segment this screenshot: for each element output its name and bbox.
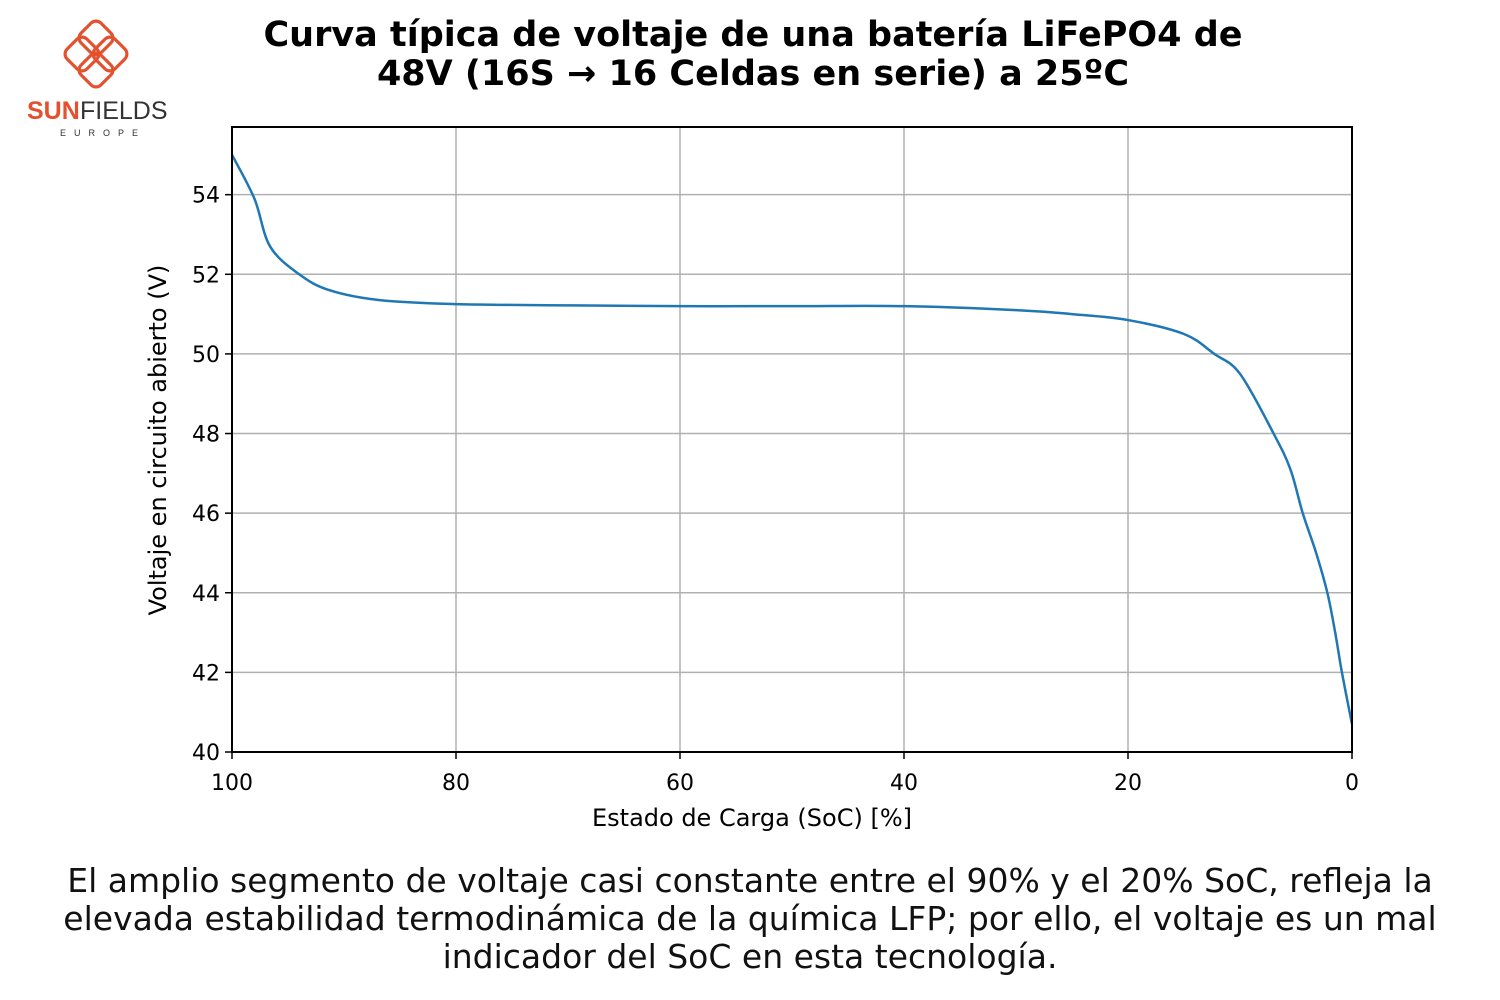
y-tick-label: 44 <box>192 582 220 607</box>
y-tick-label: 50 <box>192 343 220 368</box>
chart-title-line1: Curva típica de voltaje de una batería L… <box>263 15 1243 55</box>
x-tick-label: 60 <box>666 771 694 796</box>
sunfields-logo: SUN FIELDS EUROPE <box>22 18 192 143</box>
svg-text:EUROPE: EUROPE <box>60 128 146 138</box>
y-tick-label: 48 <box>192 423 220 448</box>
x-tick-label: 20 <box>1114 771 1142 796</box>
x-tick-label: 40 <box>890 771 918 796</box>
chart-title: Curva típica de voltaje de una batería L… <box>230 16 1276 94</box>
chart-caption: El amplio segmento de voltaje casi const… <box>63 861 1437 976</box>
y-tick-label: 42 <box>192 661 220 686</box>
x-axis-label: Estado de Carga (SoC) [%] <box>592 804 912 832</box>
x-tick-label: 100 <box>211 771 253 796</box>
chart-title-line2: 48V (16S → 16 Celdas en serie) a 25ºC <box>376 54 1130 94</box>
y-tick-label: 54 <box>192 184 220 209</box>
voltage-curve <box>230 154 1354 725</box>
svg-text:SUN: SUN <box>27 97 80 125</box>
y-tick-label: 46 <box>192 502 220 527</box>
x-tick-label: 80 <box>442 771 470 796</box>
plot-frame <box>231 126 1353 753</box>
y-tick-label: 52 <box>192 263 220 288</box>
y-tick-label: 40 <box>192 741 220 766</box>
x-tick-label: 0 <box>1345 771 1359 796</box>
svg-text:FIELDS: FIELDS <box>80 97 168 125</box>
y-axis-label: Voltaje en circuito abierto (V) <box>144 265 172 616</box>
